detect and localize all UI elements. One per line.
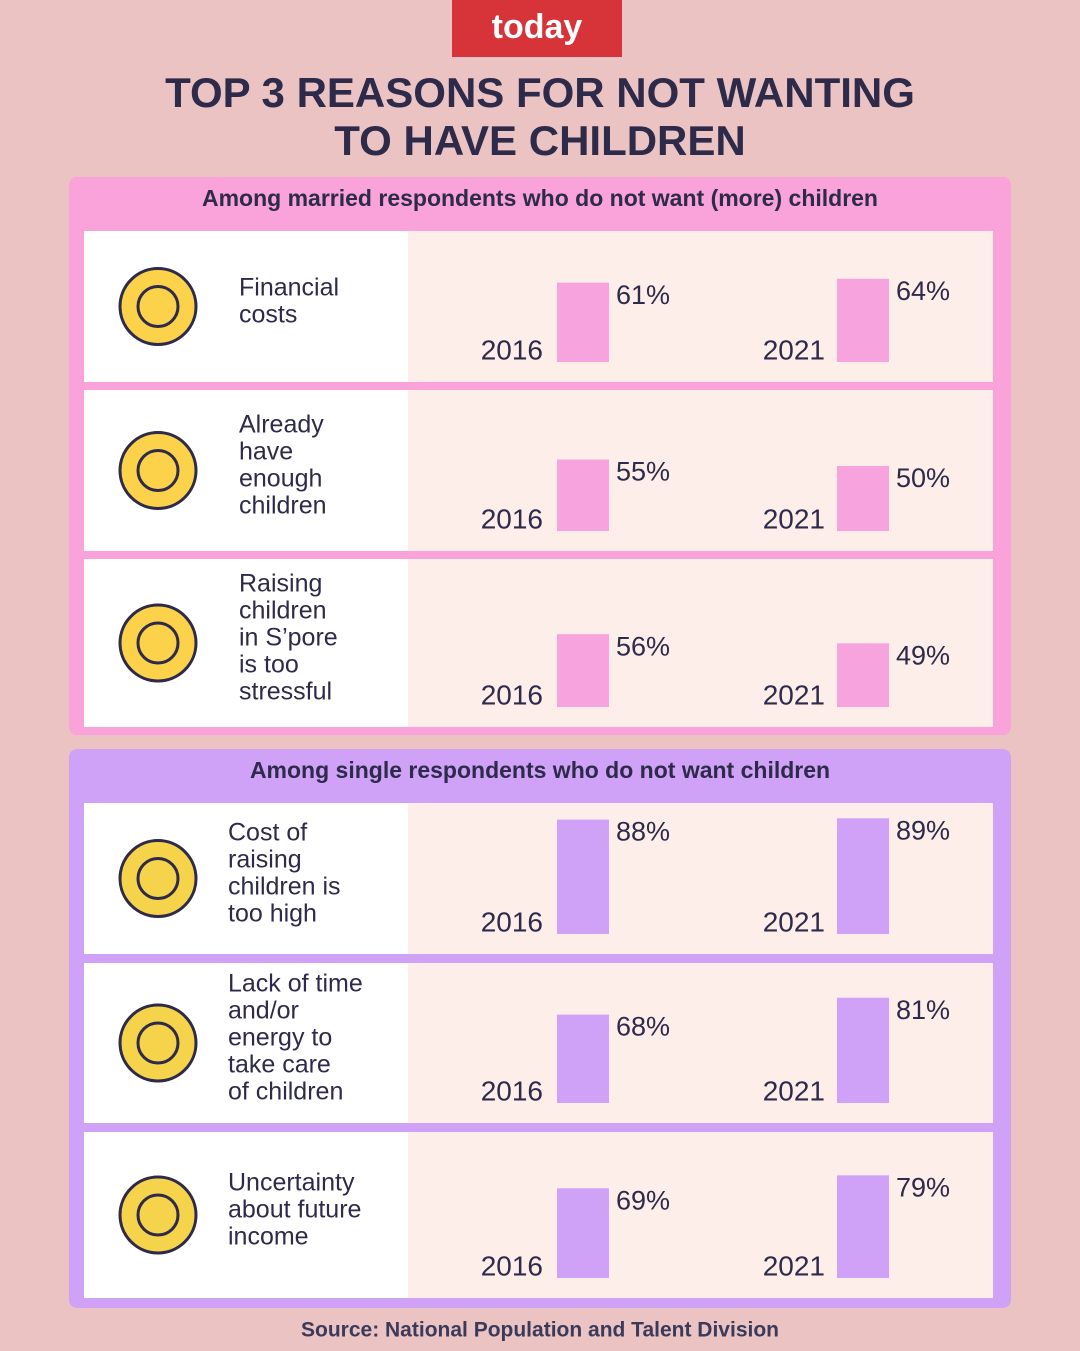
value-label: 64% xyxy=(896,276,950,306)
value-label: 81% xyxy=(896,995,950,1025)
row-label: too high xyxy=(228,900,317,928)
row-label: children is xyxy=(228,873,341,901)
year-label: 2021 xyxy=(763,1075,825,1106)
source: Source: National Population and Talent D… xyxy=(301,1319,779,1342)
bar xyxy=(557,1014,609,1103)
value-label: 61% xyxy=(616,280,670,310)
bar xyxy=(837,997,889,1103)
row-label: enough xyxy=(239,465,322,493)
icon-detail xyxy=(136,1021,180,1065)
value-label: 89% xyxy=(896,815,950,845)
icon xyxy=(118,267,198,346)
value-label: 79% xyxy=(896,1172,950,1202)
row-label: stressful xyxy=(239,678,332,706)
bar xyxy=(837,466,889,531)
bar xyxy=(837,278,889,362)
year-label: 2016 xyxy=(481,906,543,937)
row-right xyxy=(408,231,993,382)
bar xyxy=(557,819,609,934)
year-label: 2021 xyxy=(763,679,825,710)
row-label: Financial xyxy=(239,274,339,302)
bar xyxy=(557,459,609,531)
bar xyxy=(557,282,609,362)
row-label: children xyxy=(239,597,327,625)
row-right xyxy=(408,559,993,727)
title-line: TO HAVE CHILDREN xyxy=(334,117,745,164)
year-label: 2021 xyxy=(763,906,825,937)
row-label: of children xyxy=(228,1078,343,1106)
row-label: take care xyxy=(228,1051,331,1079)
row-label: Lack of time xyxy=(228,970,363,998)
row-label: have xyxy=(239,438,293,466)
logo-box xyxy=(452,0,622,57)
logo: today xyxy=(492,8,583,46)
row-label: children xyxy=(239,492,327,520)
icon xyxy=(118,839,198,918)
row-label: and/or xyxy=(228,997,299,1025)
value-label: 50% xyxy=(896,463,950,493)
row-label: Uncertainty xyxy=(228,1169,355,1197)
row-right xyxy=(408,963,993,1123)
value-label: 69% xyxy=(616,1185,670,1215)
icon-detail xyxy=(136,621,180,665)
bar xyxy=(837,818,889,934)
section-heading: Among married respondents who do not wan… xyxy=(202,185,878,211)
row-label: Raising xyxy=(239,570,322,598)
value-label: 68% xyxy=(616,1012,670,1042)
icon xyxy=(118,603,198,683)
icon xyxy=(118,1003,198,1083)
year-label: 2016 xyxy=(481,679,543,710)
icon-detail xyxy=(136,285,180,328)
value-label: 56% xyxy=(616,631,670,661)
icon-detail xyxy=(136,857,180,900)
row-label: in S’pore xyxy=(239,624,338,652)
bar xyxy=(557,634,609,707)
row-label: costs xyxy=(239,301,297,329)
bar xyxy=(837,643,889,707)
icon xyxy=(118,1175,198,1255)
year-label: 2016 xyxy=(481,503,543,534)
value-label: 49% xyxy=(896,640,950,670)
row-label: Cost of xyxy=(228,819,307,847)
row-label: is too xyxy=(239,651,299,679)
row-label: Already xyxy=(239,411,324,439)
value-label: 88% xyxy=(616,817,670,847)
icon-detail xyxy=(136,449,180,492)
row-right xyxy=(408,1132,993,1298)
row-label: about future xyxy=(228,1196,361,1224)
year-label: 2021 xyxy=(763,1250,825,1281)
title-line: TOP 3 REASONS FOR NOT WANTING xyxy=(165,69,915,116)
row-label: income xyxy=(228,1223,309,1251)
year-label: 2016 xyxy=(481,1075,543,1106)
row-label: raising xyxy=(228,846,302,874)
section-heading: Among single respondents who do not want… xyxy=(250,757,830,783)
row-label: energy to xyxy=(228,1024,332,1052)
year-label: 2016 xyxy=(481,334,543,365)
row-right xyxy=(408,390,993,551)
row-right xyxy=(408,803,993,954)
bar xyxy=(557,1188,609,1278)
bar xyxy=(837,1175,889,1278)
value-label: 55% xyxy=(616,457,670,487)
year-label: 2021 xyxy=(763,503,825,534)
year-label: 2016 xyxy=(481,1250,543,1281)
icon xyxy=(118,431,198,510)
icon-detail xyxy=(136,1193,180,1237)
year-label: 2021 xyxy=(763,334,825,365)
